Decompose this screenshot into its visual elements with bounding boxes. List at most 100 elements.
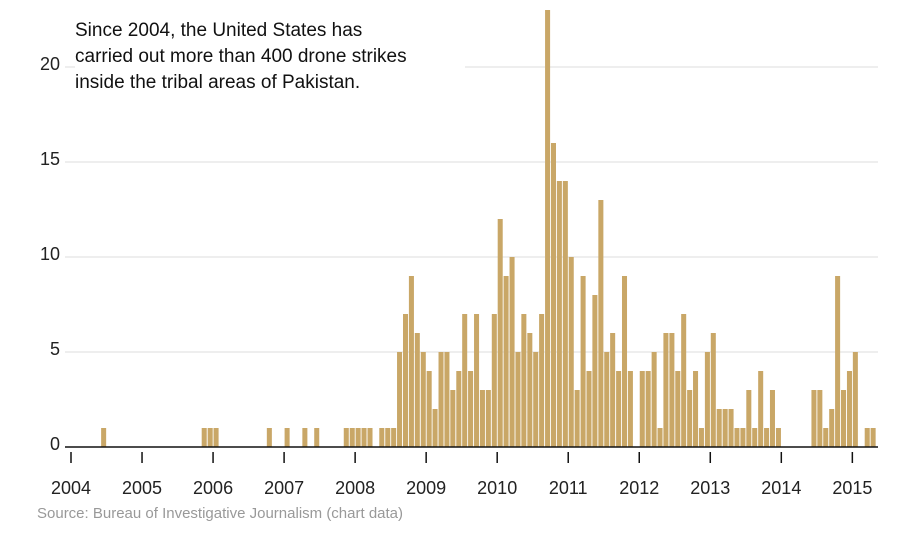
bar	[716, 409, 722, 447]
x-tick-label: 2012	[619, 478, 659, 498]
bar	[864, 428, 870, 447]
bar	[645, 371, 651, 447]
bar	[284, 428, 290, 447]
bar	[302, 428, 308, 447]
x-tick-label: 2008	[335, 478, 375, 498]
bar	[207, 428, 213, 447]
bar	[681, 314, 687, 447]
bar	[840, 390, 847, 447]
bar	[468, 371, 474, 447]
bar	[746, 390, 752, 447]
y-tick-label: 15	[40, 149, 60, 169]
y-tick-label: 20	[40, 54, 60, 74]
bar	[515, 352, 521, 447]
bar	[355, 428, 361, 447]
bar	[367, 428, 373, 447]
bar	[556, 181, 562, 447]
bar	[420, 352, 426, 447]
bar	[829, 409, 835, 447]
bar	[462, 314, 468, 447]
bar	[503, 276, 509, 447]
bar	[562, 181, 568, 447]
bar	[758, 371, 764, 447]
bar	[414, 333, 420, 447]
bar	[497, 219, 503, 447]
bar	[349, 428, 355, 447]
bar	[598, 200, 604, 447]
bar	[408, 276, 414, 447]
bar	[687, 390, 693, 447]
bar	[693, 371, 699, 447]
bar	[846, 371, 852, 447]
source: Source: Bureau of Investigative Journali…	[37, 505, 404, 522]
x-tick-label: 2015	[832, 478, 872, 498]
annotation: Since 2004, the United States has carrie…	[75, 18, 465, 96]
bar	[491, 314, 497, 447]
bar	[811, 390, 817, 447]
bar	[550, 143, 556, 447]
bar	[574, 390, 580, 447]
bar	[722, 409, 728, 447]
x-tick-label: 2005	[122, 478, 162, 498]
x-tick-label: 2014	[761, 478, 801, 498]
bar	[213, 428, 219, 447]
bar	[444, 352, 450, 447]
bar	[397, 352, 403, 447]
bar	[669, 333, 675, 447]
bar	[450, 390, 456, 447]
bar	[698, 428, 704, 447]
y-tick-label: 5	[50, 339, 60, 359]
x-tick-label: 2011	[549, 478, 588, 498]
bar	[769, 390, 775, 447]
bar	[438, 352, 444, 447]
bar	[870, 428, 876, 447]
bar	[740, 428, 746, 447]
bar	[266, 428, 272, 447]
bar	[391, 428, 397, 447]
bar	[432, 409, 438, 447]
x-tick-label: 2013	[690, 478, 730, 498]
bar	[403, 314, 409, 447]
bar	[775, 428, 781, 447]
bar	[592, 295, 598, 447]
x-tick-label: 2009	[406, 478, 446, 498]
bar	[616, 371, 622, 447]
bar	[580, 276, 586, 447]
bar	[485, 390, 491, 447]
bar	[604, 352, 610, 447]
bar	[627, 371, 633, 447]
x-tick-label: 2007	[264, 478, 304, 498]
bar	[621, 276, 628, 447]
bar	[385, 428, 391, 447]
bar	[586, 371, 592, 447]
y-tick-label: 10	[40, 244, 60, 264]
bar	[456, 371, 462, 447]
bar	[474, 314, 480, 447]
x-tick-label: 2006	[193, 478, 233, 498]
bar	[657, 428, 663, 447]
x-tick-label: 2010	[477, 478, 517, 498]
x-tick-label: 2004	[51, 478, 91, 498]
bar	[527, 333, 533, 447]
bar	[568, 257, 574, 447]
bar	[545, 10, 551, 447]
bar	[521, 314, 527, 447]
bar	[539, 314, 545, 447]
bar	[764, 428, 770, 447]
bar	[835, 276, 841, 447]
bar	[704, 352, 710, 447]
bar	[361, 428, 367, 447]
bar	[817, 390, 823, 447]
bar	[379, 428, 385, 447]
bar	[201, 428, 207, 447]
bar	[752, 428, 758, 447]
bar	[639, 371, 645, 447]
bar	[343, 428, 349, 447]
bar	[651, 352, 657, 447]
y-tick-label: 0	[50, 434, 60, 454]
bar	[509, 257, 515, 447]
bar	[533, 352, 539, 447]
bar	[314, 428, 320, 447]
